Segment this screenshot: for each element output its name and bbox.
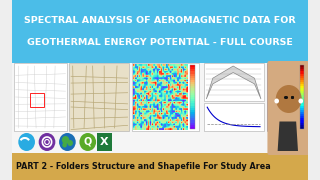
Bar xyxy=(190,127,195,129)
Bar xyxy=(190,88,195,91)
Bar xyxy=(300,71,305,74)
Bar xyxy=(190,114,195,116)
Bar xyxy=(190,82,195,84)
Bar xyxy=(190,108,195,110)
Bar xyxy=(300,78,305,80)
Bar xyxy=(300,101,305,103)
Bar xyxy=(190,99,195,101)
Bar xyxy=(190,86,195,88)
Circle shape xyxy=(274,98,279,104)
Bar xyxy=(300,110,305,112)
Bar xyxy=(190,112,195,114)
Text: PART 2 - Folders Structure and Shapefile For Study Area: PART 2 - Folders Structure and Shapefile… xyxy=(15,162,270,171)
Bar xyxy=(190,97,195,99)
Bar xyxy=(300,123,305,125)
Bar xyxy=(12,0,308,63)
Circle shape xyxy=(62,136,69,144)
Bar xyxy=(300,114,305,116)
Bar xyxy=(300,95,305,97)
Bar xyxy=(190,123,195,125)
Polygon shape xyxy=(278,122,298,151)
Bar xyxy=(300,76,305,78)
Bar xyxy=(300,97,305,99)
Bar xyxy=(190,91,195,93)
Bar xyxy=(300,74,305,76)
Circle shape xyxy=(39,133,55,151)
FancyBboxPatch shape xyxy=(268,61,310,155)
Bar xyxy=(300,93,305,95)
Bar xyxy=(190,116,195,118)
Text: GEOTHERMAL ENERGY POTENTIAL - FULL COURSE: GEOTHERMAL ENERGY POTENTIAL - FULL COURS… xyxy=(27,38,293,47)
Bar xyxy=(190,84,195,86)
Bar xyxy=(14,63,68,131)
Bar xyxy=(300,105,305,108)
Bar xyxy=(300,69,305,71)
Bar xyxy=(190,69,195,71)
Circle shape xyxy=(68,140,73,146)
Bar xyxy=(132,63,199,131)
Bar xyxy=(300,103,305,105)
Bar xyxy=(204,63,264,101)
Bar xyxy=(190,74,195,76)
Bar xyxy=(300,65,305,129)
Bar xyxy=(300,118,305,120)
Bar xyxy=(300,120,305,123)
Bar xyxy=(190,101,195,103)
Bar xyxy=(190,65,195,67)
Bar xyxy=(268,63,306,131)
Bar xyxy=(97,133,112,151)
Bar xyxy=(300,80,305,82)
Bar xyxy=(190,120,195,123)
Bar xyxy=(190,71,195,74)
Bar xyxy=(300,125,305,127)
Text: X: X xyxy=(100,137,109,147)
Bar xyxy=(190,110,195,112)
Bar xyxy=(190,125,195,127)
Bar xyxy=(300,84,305,86)
Bar xyxy=(190,76,195,78)
Bar xyxy=(300,86,305,88)
Bar xyxy=(190,78,195,80)
Text: Q: Q xyxy=(84,137,92,147)
Text: SPECTRAL ANALYSIS OF AEROMAGNETIC DATA FOR: SPECTRAL ANALYSIS OF AEROMAGNETIC DATA F… xyxy=(24,16,296,25)
Bar xyxy=(190,118,195,120)
Bar xyxy=(300,91,305,93)
Circle shape xyxy=(59,133,76,151)
Bar xyxy=(190,105,195,108)
Circle shape xyxy=(299,98,303,104)
Polygon shape xyxy=(206,66,261,99)
Bar xyxy=(190,67,195,69)
Bar xyxy=(190,103,195,105)
Bar xyxy=(30,93,44,107)
Bar xyxy=(204,103,264,131)
Bar xyxy=(190,80,195,82)
Bar xyxy=(12,153,308,180)
Bar xyxy=(300,67,305,69)
Bar xyxy=(300,99,305,101)
Circle shape xyxy=(79,133,96,151)
Bar xyxy=(12,63,308,153)
Circle shape xyxy=(276,85,302,113)
Bar xyxy=(300,65,305,67)
Bar xyxy=(300,82,305,84)
Circle shape xyxy=(62,143,67,147)
Bar xyxy=(190,95,195,97)
Bar xyxy=(300,112,305,114)
Bar xyxy=(300,127,305,129)
Bar xyxy=(300,108,305,110)
Bar xyxy=(190,65,195,129)
Bar xyxy=(300,116,305,118)
Bar xyxy=(300,88,305,91)
Circle shape xyxy=(18,133,35,151)
Bar xyxy=(190,93,195,95)
Bar xyxy=(69,63,129,131)
